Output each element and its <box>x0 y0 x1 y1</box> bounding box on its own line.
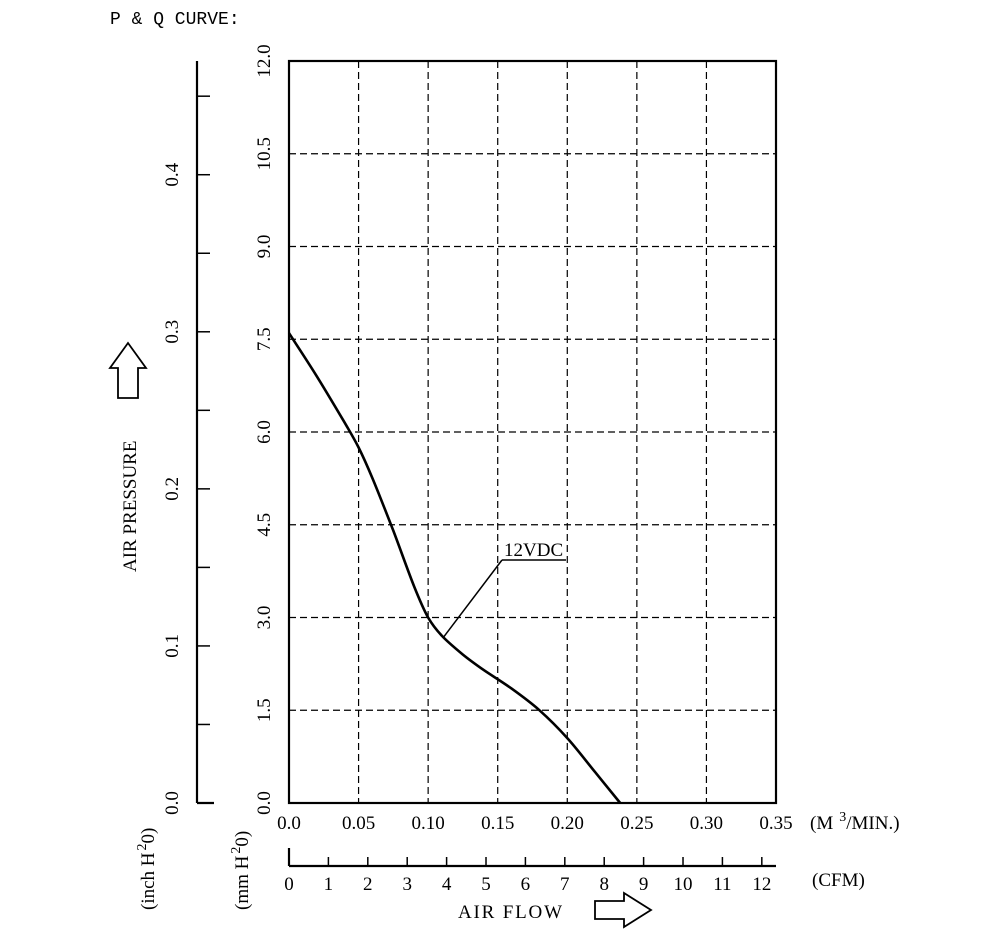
cfm-tick-label: 3 <box>402 874 412 895</box>
x-tick-label: 0.35 <box>759 813 792 834</box>
x-axis-cfm-unit: (CFM) <box>812 870 865 891</box>
cfm-tick-label: 5 <box>481 874 491 895</box>
x-tick-label: 0.20 <box>551 813 584 834</box>
up-arrow-icon <box>108 341 148 399</box>
y-tick-label: 10.5 <box>254 137 275 170</box>
y-axis-mm-tick-labels: 0.0 1.5 3.0 4.5 6.0 7.5 9.0 10.5 12.0 <box>254 44 275 815</box>
y-tick-label: 9.0 <box>254 235 275 259</box>
cfm-tick-label: 1 <box>324 874 334 895</box>
x-tick-label: 0.25 <box>620 813 653 834</box>
x-axis-label: AIR FLOW <box>458 902 562 923</box>
x-tick-label: 0.10 <box>412 813 445 834</box>
cfm-tick-label: 4 <box>442 874 452 895</box>
inch-tick-label: 0.3 <box>162 320 183 344</box>
inch-tick-label: 0.2 <box>162 477 183 501</box>
grid-lines <box>289 61 776 803</box>
cfm-tick-label: 11 <box>713 874 731 895</box>
x-tick-label: 0.05 <box>342 813 375 834</box>
y-axis-inch-unit: (inch H20) <box>135 828 159 910</box>
annotation-leader-line <box>442 559 503 638</box>
cfm-tick-label: 9 <box>639 874 649 895</box>
plot-frame <box>287 59 778 805</box>
cfm-tick-label: 10 <box>674 874 693 895</box>
cfm-tick-label: 8 <box>599 874 609 895</box>
right-arrow-icon <box>594 891 653 929</box>
chart-title: P & Q CURVE: <box>110 10 240 30</box>
y-tick-label: 1.5 <box>254 698 275 722</box>
x-axis-m3-unit: (M 3/MIN.) <box>810 810 900 834</box>
cfm-tick-label: 12 <box>752 874 771 895</box>
inch-tick-label: 0.0 <box>162 791 183 815</box>
x-tick-label: 0.30 <box>690 813 723 834</box>
cfm-tick-label: 6 <box>521 874 531 895</box>
x-axis-cfm: 0 1 2 3 4 5 6 7 8 9 10 11 12 <box>284 848 776 895</box>
series-annotation: 12VDC <box>442 540 566 638</box>
y-tick-label: 6.0 <box>254 420 275 444</box>
y-axis-mm-unit: (mm H20) <box>229 831 253 910</box>
y-tick-label: 7.5 <box>254 327 275 351</box>
cfm-tick-label: 2 <box>363 874 373 895</box>
y-axis-label: AIR PRESSURE <box>120 441 141 572</box>
cfm-tick-label: 7 <box>560 874 570 895</box>
y-tick-label: 4.5 <box>254 513 275 537</box>
cfm-tick-label: 0 <box>284 874 294 895</box>
y-axis-inch: 0.0 0.1 0.2 0.3 0.4 <box>162 61 214 815</box>
y-tick-label: 3.0 <box>254 606 275 630</box>
inch-tick-label: 0.4 <box>162 162 183 186</box>
inch-tick-label: 0.1 <box>162 634 183 658</box>
y-tick-label: 12.0 <box>254 44 275 77</box>
x-tick-label: 0.15 <box>481 813 514 834</box>
y-tick-label: 0.0 <box>254 791 275 815</box>
x-tick-label: 0.0 <box>277 813 301 834</box>
series-line-12vdc <box>287 332 622 804</box>
x-axis-m3-tick-labels: 0.0 0.05 0.10 0.15 0.20 0.25 0.30 0.35 <box>277 813 793 834</box>
series-label-12vdc: 12VDC <box>504 540 563 561</box>
